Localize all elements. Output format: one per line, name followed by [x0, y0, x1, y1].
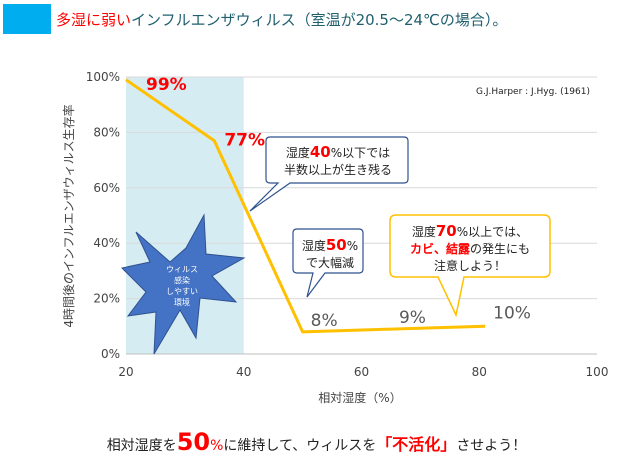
- callout-50: [292, 228, 364, 298]
- callout-50-line2: で大幅減: [306, 255, 354, 270]
- footer-message: 相対湿度を50%に維持して、ウィルスを「不活化」させよう！: [106, 428, 527, 456]
- star-text: ウィルス: [166, 265, 198, 274]
- x-tick-label: 60: [354, 365, 369, 379]
- y-tick-label: 60%: [93, 181, 120, 195]
- x-tick-label: 20: [118, 365, 133, 379]
- star-text: 環境: [174, 297, 190, 307]
- x-axis-label: 相対湿度（%）: [318, 390, 401, 405]
- y-tick-label: 20%: [93, 292, 120, 306]
- series-line: [125, 78, 486, 334]
- y-axis-label: 4時間後のインフルエンザウィルス生存率: [61, 104, 76, 327]
- callout-40: [249, 136, 409, 212]
- burst-star-icon: [120, 213, 246, 355]
- data-label: 99%: [146, 75, 187, 95]
- callout-70-line1: 湿度70%以上では、: [412, 222, 528, 240]
- x-tick-label: 40: [236, 365, 251, 379]
- y-tick-label: 40%: [93, 236, 120, 250]
- x-tick-label: 100: [586, 365, 609, 379]
- callout-70-line3: 注意しよう！: [434, 258, 506, 273]
- x-tick-label: 80: [472, 365, 487, 379]
- title-accent-bar: [3, 4, 51, 34]
- callout-40-line1: 湿度40%以下では: [286, 143, 390, 161]
- data-label: 8%: [311, 311, 338, 331]
- data-label: 10%: [493, 303, 531, 323]
- star-text: 感染: [174, 275, 190, 285]
- title-highlight: 多湿に弱い: [56, 11, 132, 29]
- y-tick-label: 0%: [101, 347, 120, 361]
- page-title: 多湿に弱いインフルエンザウィルス（室温が20.5～24℃の場合）。: [56, 9, 507, 30]
- data-label: 9%: [399, 308, 426, 328]
- callout-70-line2: カビ、結露の発生にも: [410, 241, 530, 256]
- source-citation: G.J.Harper : J.Hyg. (1961): [476, 87, 590, 97]
- callout-50-line1: 湿度50%: [302, 236, 358, 254]
- title-text: インフルエンザウィルス（室温が20.5～24℃の場合）。: [131, 11, 508, 29]
- callout-70: [389, 214, 551, 318]
- callout-40-line2: 半数以上が生き残る: [284, 162, 392, 177]
- star-text: しやすい: [166, 287, 198, 296]
- data-label: 77%: [224, 131, 265, 151]
- y-tick-label: 80%: [93, 125, 120, 139]
- y-tick-label: 100%: [86, 70, 120, 84]
